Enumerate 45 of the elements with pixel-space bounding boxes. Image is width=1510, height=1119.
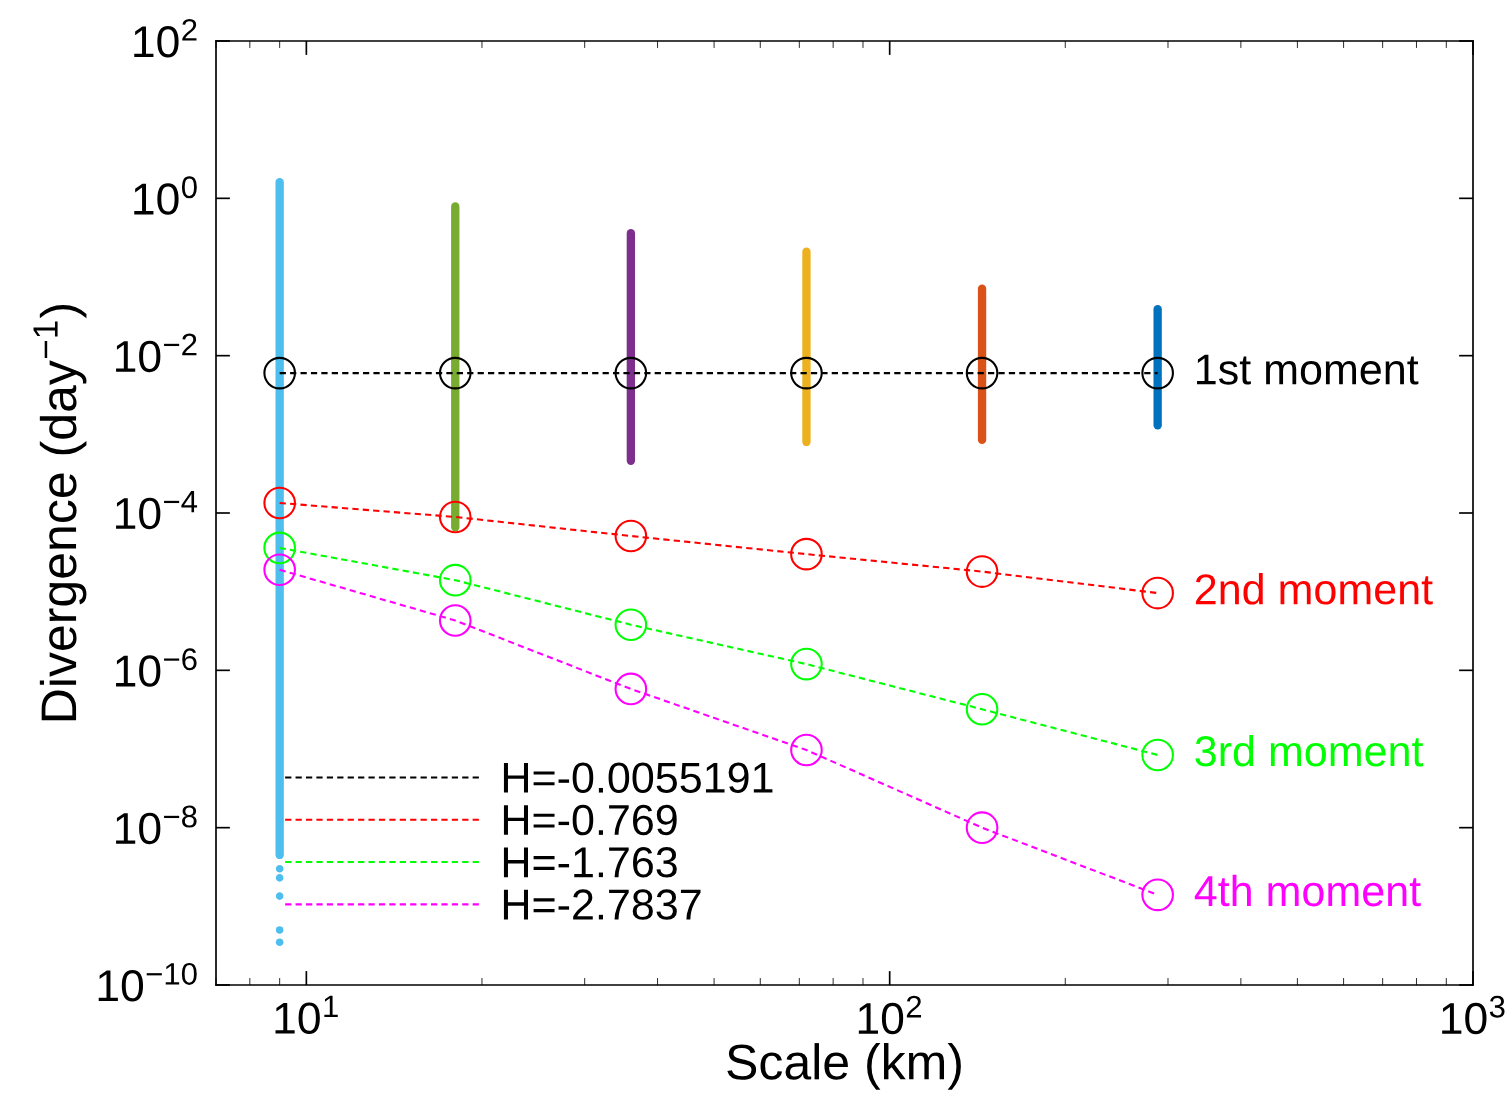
y-tick-label: 10$^{−6}$ xyxy=(116,648,197,687)
point xyxy=(263,486,296,520)
point xyxy=(1141,356,1174,390)
legend-label: H=-0.769 xyxy=(503,804,677,836)
x-tick-label: 10$^{2}$ xyxy=(858,995,922,1035)
point xyxy=(614,356,648,390)
point xyxy=(614,519,648,553)
point xyxy=(438,500,472,534)
x-tick-label: 10$^{3}$ xyxy=(1442,995,1505,1035)
point xyxy=(965,811,999,844)
point xyxy=(790,733,823,767)
point xyxy=(1141,878,1174,912)
point xyxy=(790,537,823,571)
point xyxy=(438,356,472,390)
point xyxy=(263,531,296,565)
point xyxy=(965,555,999,588)
point xyxy=(790,356,823,390)
point xyxy=(965,692,999,726)
x-axis-title: Scale (km) xyxy=(727,1043,961,1090)
point xyxy=(614,608,648,642)
annotation: 1st moment xyxy=(1197,354,1419,385)
point xyxy=(1141,738,1174,772)
point xyxy=(1141,576,1174,610)
legend-label: H=-1.763 xyxy=(503,847,677,878)
point xyxy=(965,356,999,390)
point xyxy=(438,604,472,637)
y-tick-label: 10$^{2}$ xyxy=(134,18,197,58)
point xyxy=(614,672,648,706)
y-tick-label: 10$^{−10}$ xyxy=(98,962,197,1002)
y-tick-label: 10$^{0}$ xyxy=(134,176,197,215)
point xyxy=(790,647,823,681)
point xyxy=(263,553,296,587)
y-tick-label: 10$^{−2}$ xyxy=(116,333,197,373)
annotation: 4th moment xyxy=(1194,874,1421,907)
y-tick-label: 10$^{−8}$ xyxy=(116,805,197,845)
x-tick-label: 10$^{1}$ xyxy=(275,995,338,1034)
annotation: 2nd moment xyxy=(1195,572,1433,605)
y-axis-title: Divergence (day$^{−1}$) xyxy=(33,304,87,721)
point xyxy=(275,865,284,873)
annotation: 3rd moment xyxy=(1195,734,1424,767)
point xyxy=(263,356,296,390)
legend-label: H=-0.0055191 xyxy=(503,762,773,793)
point xyxy=(438,563,472,597)
y-tick-label: 10$^{−4}$ xyxy=(116,490,198,530)
legend-label: H=-2.7837 xyxy=(503,889,701,920)
